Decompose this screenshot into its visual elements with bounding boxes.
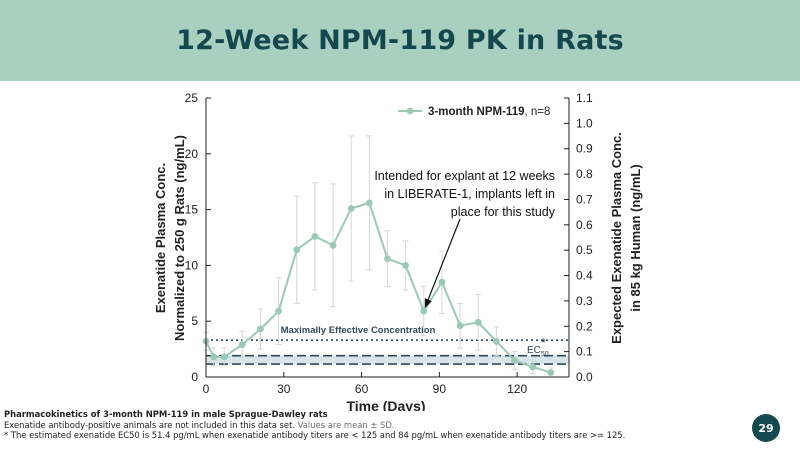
data-point (210, 353, 218, 361)
y-tick-label: 0 (191, 370, 198, 384)
y2-tick-label: 0.6 (576, 218, 593, 232)
data-point (529, 363, 537, 371)
ec50-label: EC50 (527, 345, 549, 358)
footnote-antibody-text: Exenatide antibody-positive animals are … (4, 419, 296, 430)
y-axis-title-line2: Normalized to 250 g Rats (ng/mL) (172, 135, 187, 341)
y2-tick-label: 0.5 (576, 243, 593, 257)
y2-tick-label: 0.1 (576, 345, 593, 359)
data-point (311, 232, 319, 240)
data-point (456, 322, 464, 330)
ec50-band (206, 355, 569, 365)
y2-tick-label: 0.2 (576, 319, 593, 333)
y-tick-label: 10 (185, 258, 199, 272)
data-point (384, 255, 391, 263)
annotation-arrow (426, 218, 461, 304)
data-point (474, 318, 482, 326)
data-point (238, 341, 246, 349)
data-point (257, 325, 264, 333)
series-line (205, 201, 552, 374)
annotation-arrowhead (424, 298, 432, 309)
y2-tick-label: 1.0 (576, 116, 593, 130)
data-point (511, 356, 518, 364)
footnote-ec50: * The estimated exenatide EC50 is 51.4 p… (4, 430, 626, 441)
legend-swatch-marker (406, 107, 414, 115)
data-point (347, 205, 355, 212)
data-point (547, 369, 555, 376)
mec-label: Maximally Effective Concentration (281, 325, 436, 336)
footnotes: Pharmacokinetics of 3-month NPM-119 in m… (4, 409, 744, 441)
pk-chart: Maximally Effective Concentration EC50* 0 3… (153, 91, 643, 411)
y2-tick-label: 0.4 (576, 269, 593, 283)
ec50-star: * (541, 337, 546, 349)
data-point (420, 307, 428, 315)
y2-tick-label: 0.3 (576, 294, 593, 308)
y2-axis-title-line2: in 85 kg Human (ng/mL) (628, 164, 643, 311)
y2-tick-label: 0.8 (576, 167, 593, 181)
x-axis-title: Time (Days) (346, 398, 425, 411)
data-point (493, 337, 500, 345)
x-tick-label: 90 (433, 382, 447, 396)
data-point (438, 278, 446, 286)
data-point (275, 307, 282, 315)
y2-tick-label: 0.7 (576, 192, 593, 206)
footnote-antibody-note: Exenatide antibody-positive animals are … (4, 420, 744, 431)
data-point (220, 353, 228, 361)
footnote-title: Pharmacokinetics of 3-month NPM-119 in m… (4, 409, 328, 419)
y2-tick-label: 0.9 (576, 142, 593, 156)
x-tick-label: 30 (277, 382, 291, 396)
legend-label: 3-month NPM-119, n=8 (428, 106, 550, 118)
data-point (402, 262, 410, 269)
annotation-text-line: Intended for explant at 12 weeks (374, 169, 555, 183)
slide-title: 12-Week NPM-119 PK in Rats (176, 25, 624, 56)
y-tick-label: 25 (185, 91, 199, 105)
y-tick-label: 5 (191, 314, 198, 328)
footnote-values-note: Values are mean ± SD. (297, 419, 395, 430)
page-number-badge: 29 (752, 414, 780, 442)
x-tick-label: 120 (507, 382, 527, 396)
y2-tick-label: 1.1 (576, 91, 593, 105)
y-axis-title-line1: Exenatide Plasma Conc. (153, 163, 168, 313)
annotation-text-line: in LIBERATE-1, implants left in (384, 187, 555, 201)
x-tick-label: 60 (355, 382, 369, 396)
y-tick-label: 15 (185, 203, 199, 217)
data-point (329, 241, 337, 249)
y2-tick-label: 0.0 (576, 370, 593, 384)
data-point (293, 246, 301, 254)
title-banner: 12-Week NPM-119 PK in Rats (0, 0, 800, 81)
annotation-text-line: place for this study (451, 205, 556, 219)
data-point (365, 199, 373, 207)
y2-axis-title-line1: Expected Exenatide Plasma Conc. (609, 132, 624, 344)
x-tick-label: 0 (203, 382, 210, 396)
y-tick-label: 20 (185, 147, 199, 161)
